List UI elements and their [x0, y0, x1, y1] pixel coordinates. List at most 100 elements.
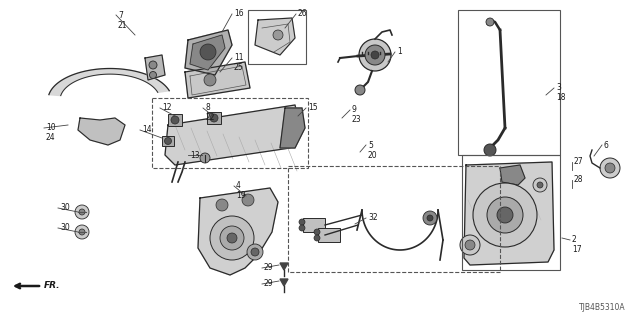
Circle shape: [371, 51, 379, 59]
Text: 19: 19: [236, 191, 246, 201]
Text: 4: 4: [236, 181, 241, 190]
Circle shape: [600, 158, 620, 178]
Circle shape: [247, 244, 263, 260]
Circle shape: [171, 116, 179, 124]
Circle shape: [200, 44, 216, 60]
Bar: [207, 112, 221, 124]
Circle shape: [220, 226, 244, 250]
Circle shape: [251, 248, 259, 256]
Circle shape: [537, 182, 543, 188]
Bar: [462, 155, 560, 270]
Circle shape: [427, 215, 433, 221]
Polygon shape: [185, 30, 232, 75]
Circle shape: [299, 225, 305, 231]
Circle shape: [79, 229, 85, 235]
Polygon shape: [185, 62, 250, 98]
Circle shape: [164, 138, 172, 145]
Bar: [152, 98, 308, 168]
Circle shape: [242, 194, 254, 206]
Circle shape: [533, 178, 547, 192]
Circle shape: [210, 114, 218, 122]
Bar: [248, 10, 306, 64]
Polygon shape: [280, 263, 288, 270]
Text: 11: 11: [234, 53, 243, 62]
Circle shape: [79, 209, 85, 215]
Text: TJB4B5310A: TJB4B5310A: [579, 303, 626, 312]
Text: 10: 10: [46, 124, 56, 132]
Polygon shape: [500, 165, 525, 185]
Text: 30: 30: [60, 223, 70, 233]
Text: 23: 23: [352, 116, 362, 124]
Circle shape: [484, 144, 496, 156]
Circle shape: [75, 205, 89, 219]
Polygon shape: [280, 279, 288, 286]
Bar: [303, 218, 325, 232]
Polygon shape: [255, 18, 295, 55]
Text: 20: 20: [368, 150, 378, 159]
Text: 5: 5: [368, 140, 373, 149]
Polygon shape: [464, 162, 554, 265]
Text: 21: 21: [118, 20, 127, 29]
Text: 26: 26: [298, 10, 308, 19]
Polygon shape: [78, 118, 125, 145]
Circle shape: [365, 45, 385, 65]
Text: 16: 16: [234, 10, 244, 19]
Text: 18: 18: [556, 93, 566, 102]
Circle shape: [486, 18, 494, 26]
Circle shape: [487, 197, 523, 233]
Text: 9: 9: [352, 106, 357, 115]
Text: 15: 15: [308, 103, 317, 113]
Text: 7: 7: [118, 11, 123, 20]
Circle shape: [149, 61, 157, 69]
Bar: [288, 166, 500, 272]
Circle shape: [497, 207, 513, 223]
Text: 27: 27: [574, 157, 584, 166]
Circle shape: [355, 85, 365, 95]
Circle shape: [150, 71, 157, 78]
Circle shape: [210, 216, 254, 260]
Circle shape: [473, 183, 537, 247]
Circle shape: [359, 39, 391, 71]
Bar: [458, 10, 560, 155]
Bar: [318, 228, 340, 242]
Polygon shape: [165, 105, 298, 165]
Text: 14: 14: [142, 125, 152, 134]
Circle shape: [605, 163, 615, 173]
Circle shape: [273, 30, 283, 40]
Text: 32: 32: [368, 213, 378, 222]
Circle shape: [204, 74, 216, 86]
Text: 25: 25: [234, 63, 244, 73]
Circle shape: [465, 240, 475, 250]
Circle shape: [423, 211, 437, 225]
Text: 24: 24: [46, 133, 56, 142]
Circle shape: [460, 235, 480, 255]
Text: 2: 2: [572, 236, 577, 244]
Bar: [168, 114, 182, 126]
Text: FR.: FR.: [44, 282, 61, 291]
Text: 29: 29: [264, 263, 274, 273]
Polygon shape: [190, 35, 225, 70]
Polygon shape: [198, 188, 278, 275]
Polygon shape: [145, 55, 165, 80]
Bar: [162, 136, 174, 146]
Text: 3: 3: [556, 84, 561, 92]
Text: 13: 13: [190, 150, 200, 159]
Polygon shape: [280, 108, 305, 148]
Text: 12: 12: [162, 103, 172, 113]
Text: 8: 8: [205, 103, 210, 113]
Text: 6: 6: [604, 140, 609, 149]
Text: 1: 1: [397, 47, 402, 57]
Circle shape: [314, 235, 320, 241]
Polygon shape: [49, 68, 169, 96]
Circle shape: [200, 153, 210, 163]
Circle shape: [75, 225, 89, 239]
Circle shape: [299, 219, 305, 225]
Text: 29: 29: [264, 279, 274, 289]
Text: 17: 17: [572, 245, 582, 254]
Text: 30: 30: [60, 204, 70, 212]
Circle shape: [216, 199, 228, 211]
Text: 28: 28: [574, 175, 584, 185]
Text: 22: 22: [205, 114, 214, 123]
Circle shape: [227, 233, 237, 243]
Circle shape: [314, 229, 320, 235]
